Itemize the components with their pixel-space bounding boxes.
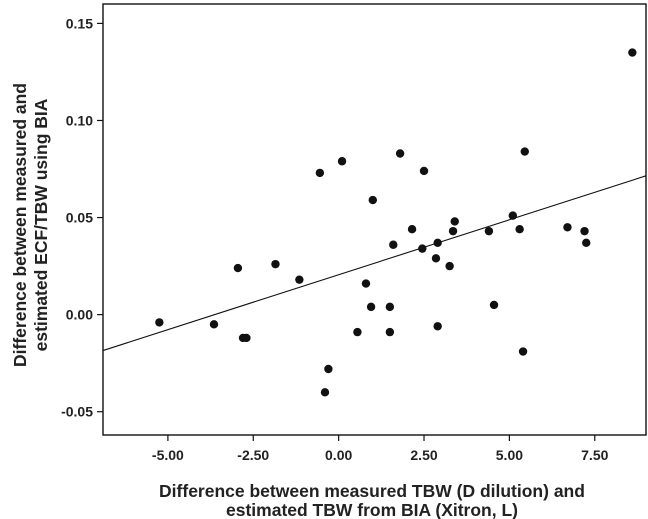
y-tick-label: -0.05 xyxy=(61,404,93,420)
data-point xyxy=(242,333,251,343)
data-point xyxy=(395,149,405,158)
x-tick-label: 5.00 xyxy=(496,447,523,463)
fit-line xyxy=(102,175,647,352)
data-point xyxy=(361,279,371,288)
data-point xyxy=(484,226,494,236)
data-point xyxy=(518,347,528,356)
data-point xyxy=(433,322,442,331)
x-tick-label: 7.50 xyxy=(581,447,608,463)
data-point xyxy=(389,240,398,249)
fit-line-group xyxy=(102,175,647,352)
data-point xyxy=(582,238,591,247)
y-tick-label: 0.10 xyxy=(66,112,93,128)
x-axis: -5.00 -2.50 0.00 2.50 5.00 7.50 xyxy=(152,435,609,463)
data-point xyxy=(155,318,164,327)
data-point xyxy=(385,302,395,312)
data-point xyxy=(515,225,524,234)
data-point xyxy=(419,166,429,176)
data-point xyxy=(433,238,442,247)
x-tick-label: -2.50 xyxy=(237,447,269,463)
data-point xyxy=(628,48,637,57)
y-axis-title-line-1: Difference between measured and xyxy=(10,83,30,367)
data-point xyxy=(353,327,362,337)
data-point xyxy=(315,168,325,178)
x-tick-label: 2.50 xyxy=(410,447,437,463)
data-point xyxy=(271,259,280,269)
x-tick-label: -5.00 xyxy=(152,447,184,463)
plot-frame xyxy=(102,3,647,436)
x-axis-title-line-1: Difference between measured TBW (D dilut… xyxy=(159,481,585,501)
data-point xyxy=(368,195,377,205)
data-point xyxy=(366,302,376,312)
data-point xyxy=(418,244,427,253)
data-point xyxy=(445,261,454,271)
y-tick-label: 0.15 xyxy=(66,15,93,31)
y-tick-label: 0.00 xyxy=(66,307,93,323)
plot-area xyxy=(102,3,647,436)
data-points xyxy=(155,48,637,397)
y-tick-label: 0.05 xyxy=(66,210,93,226)
data-point xyxy=(580,226,589,236)
data-point xyxy=(385,327,395,337)
data-point xyxy=(324,364,333,374)
data-point xyxy=(563,223,572,232)
data-point xyxy=(520,147,529,156)
y-axis-title-line-2: estimated ECF/TBW using BIA xyxy=(31,98,51,351)
data-point xyxy=(450,217,459,226)
data-point xyxy=(448,226,458,236)
data-point xyxy=(320,388,330,397)
data-point xyxy=(508,211,518,220)
data-point xyxy=(431,254,441,263)
x-axis-title-line-2: estimated TBW from BIA (Xitron, L) xyxy=(226,500,518,519)
data-point xyxy=(489,300,499,310)
data-point xyxy=(295,275,304,284)
data-point xyxy=(407,225,417,234)
x-tick-label: 0.00 xyxy=(325,447,352,463)
data-point xyxy=(337,157,347,166)
data-point xyxy=(209,320,219,329)
y-axis: -0.05 0.00 0.05 0.10 0.15 xyxy=(61,15,103,420)
data-point xyxy=(233,263,243,273)
